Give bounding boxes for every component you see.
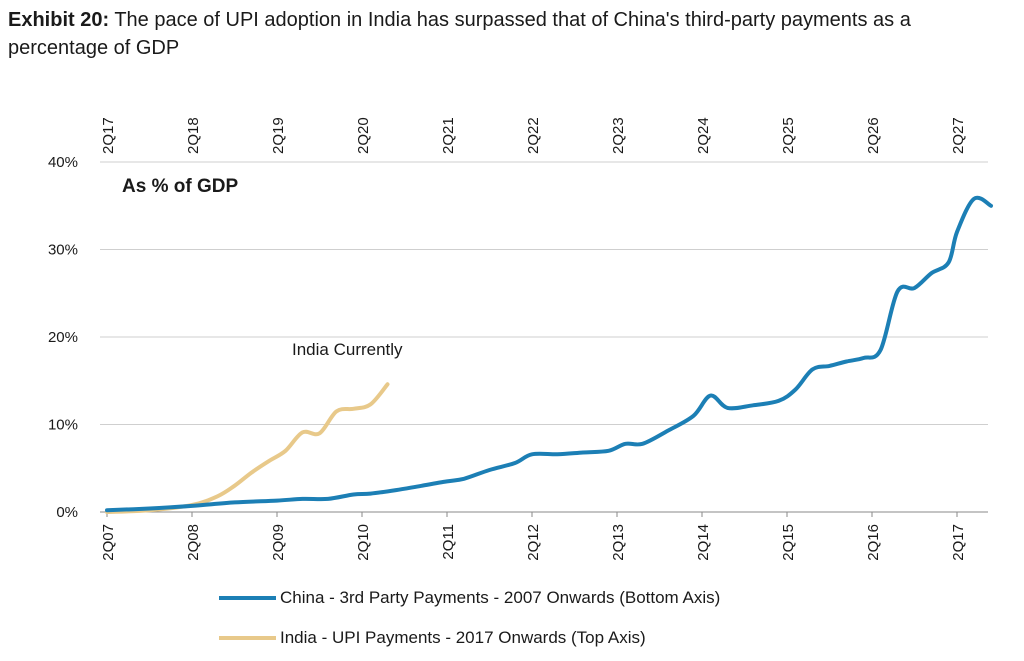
y-axis-ticks: 0% 10% 20% 30% 40% xyxy=(48,154,78,521)
x-top-tick-label: 2Q20 xyxy=(355,117,372,154)
x-top-tick-label: 2Q25 xyxy=(780,117,797,154)
exhibit-label: Exhibit 20: xyxy=(8,9,110,31)
x-bottom-tick-label: 2Q16 xyxy=(865,524,882,561)
x-bottom-tick-label: 2Q08 xyxy=(185,524,202,561)
exhibit-header: Exhibit 20: The pace of UPI adoption in … xyxy=(8,6,1008,62)
x-bottom-tick-label: 2Q11 xyxy=(440,524,457,560)
x-bottom-tick-label: 2Q07 xyxy=(100,524,117,561)
x-top-tick-label: 2Q24 xyxy=(695,117,712,154)
series-lines xyxy=(105,195,993,514)
india-series-line xyxy=(105,382,390,514)
y-tick-label: 20% xyxy=(48,329,78,346)
x-bottom-tick-label: 2Q14 xyxy=(695,524,712,561)
x-top-tick-label: 2Q19 xyxy=(270,117,287,154)
x-top-tick-label: 2Q23 xyxy=(610,117,627,154)
x-bottom-tick-label: 2Q15 xyxy=(780,524,797,561)
y-tick-label: 10% xyxy=(48,417,78,434)
x-top-tick-label: 2Q27 xyxy=(950,117,967,154)
gridlines xyxy=(100,161,988,513)
x-bottom-tick-label: 2Q10 xyxy=(355,524,372,561)
x-top-tick-label: 2Q18 xyxy=(185,117,202,154)
x-bottom-tick-label: 2Q17 xyxy=(950,524,967,561)
legend-item-china: China - 3rd Party Payments - 2007 Onward… xyxy=(280,588,720,607)
x-axis-bottom: 2Q07 2Q08 2Q09 2Q10 2Q11 2Q12 2Q13 2Q14 2Q15 2Q16… xyxy=(100,512,967,561)
x-top-tick-label: 2Q21 xyxy=(440,117,457,154)
y-tick-label: 40% xyxy=(48,154,78,171)
x-bottom-tick-label: 2Q12 xyxy=(525,524,542,561)
chart-inner-title: As % of GDP xyxy=(122,176,238,197)
x-top-tick-label: 2Q17 xyxy=(100,117,117,154)
exhibit-title: The pace of UPI adoption in India has su… xyxy=(8,9,911,59)
y-tick-label: 0% xyxy=(56,504,78,521)
india-currently-annotation: India Currently xyxy=(292,340,403,359)
china-series-line xyxy=(105,195,993,513)
x-bottom-tick-label: 2Q13 xyxy=(610,524,627,561)
x-top-tick-label: 2Q22 xyxy=(525,117,542,154)
x-top-tick-label: 2Q26 xyxy=(865,117,882,154)
x-axis-top: 2Q17 2Q18 2Q19 2Q20 2Q21 2Q22 2Q23 2Q24 2Q25 2Q26… xyxy=(100,117,967,154)
legend: China - 3rd Party Payments - 2007 Onward… xyxy=(219,588,720,647)
y-tick-label: 30% xyxy=(48,242,78,259)
legend-item-india: India - UPI Payments - 2017 Onwards (Top… xyxy=(280,628,646,647)
x-bottom-tick-label: 2Q09 xyxy=(270,524,287,561)
